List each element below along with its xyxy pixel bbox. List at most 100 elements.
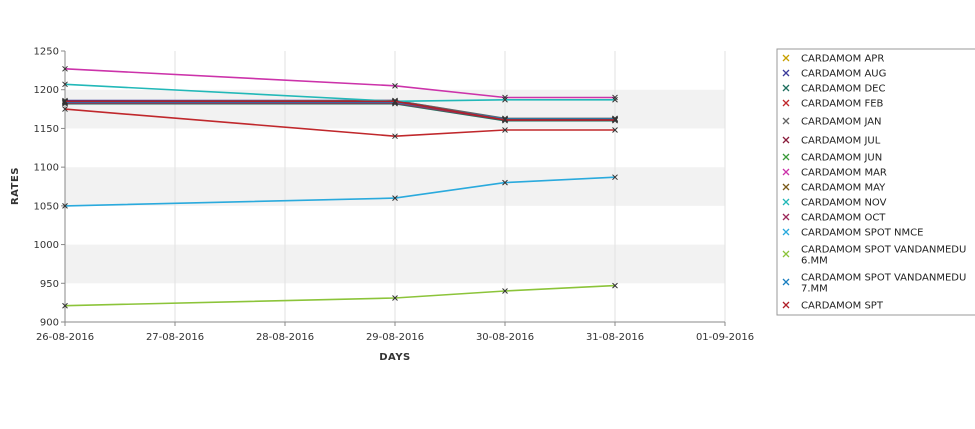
x-tick-label: 01-09-2016: [696, 332, 754, 343]
series-line: [64, 68, 615, 99]
x-tick-label: 28-08-2016: [256, 332, 314, 343]
y-tick-label: 1100: [34, 163, 59, 174]
legend-marker: [782, 183, 790, 191]
legend-marker: [782, 228, 790, 236]
legend-label: CARDAMOM APR: [801, 54, 884, 65]
data-point: [392, 295, 398, 301]
data-point: [612, 127, 618, 133]
data-point: [612, 117, 618, 123]
legend-label: CARDAMOM SPOT VANDANMEDU 7.MM: [801, 273, 966, 295]
data-point: [612, 282, 618, 289]
data-point: [612, 174, 618, 181]
legend-marker: [782, 117, 790, 125]
legend-item: CARDAMOM SPOT VANDANMEDU 6.MM: [782, 245, 966, 267]
y-tick-label: 950: [40, 279, 59, 290]
legend-item: CARDAMOM AUG: [782, 69, 886, 80]
x-tick-labels: 26-08-2016 27-08-2016 28-08-2016 29-08-2016…: [36, 322, 754, 343]
y-tick-label: 900: [40, 318, 59, 329]
series: [62, 106, 618, 140]
y-tick-label: 1200: [34, 85, 59, 96]
legend-label: CARDAMOM MAR: [801, 168, 887, 179]
legend-label: CARDAMOM AUG: [801, 69, 886, 80]
x-tick-label: 26-08-2016: [36, 332, 94, 343]
legend-item: CARDAMOM OCT: [782, 213, 886, 224]
legend-item: CARDAMOM JUN: [782, 153, 882, 164]
data-point: [502, 127, 508, 133]
series-line: [64, 108, 615, 138]
series-line: [64, 176, 616, 207]
x-axis-title: DAYS: [379, 352, 411, 363]
legend-marker: [782, 153, 790, 161]
legend-label: CARDAMOM SPOT NMCE: [801, 228, 923, 239]
legend-item: CARDAMOM NOV: [782, 198, 887, 209]
legend-marker: [782, 99, 790, 107]
legend-marker: [782, 250, 790, 258]
data-point: [62, 81, 68, 88]
y-tick-label: 1250: [34, 47, 59, 58]
legend-label: CARDAMOM SPT: [801, 301, 884, 312]
data-point: [392, 133, 398, 140]
data-point: [392, 82, 398, 89]
y-tick-labels: 900 950 1000 1050 1100 1150 1200 1250: [34, 47, 65, 329]
legend-box: [776, 48, 975, 316]
legend-label: CARDAMOM MAY: [801, 183, 886, 194]
legend-item: CARDAMOM APR: [782, 54, 884, 65]
legend-marker: [782, 198, 790, 206]
legend-label: CARDAMOM NOV: [801, 198, 887, 209]
legend-marker: [782, 69, 790, 77]
legend-label: CARDAMOM OCT: [801, 213, 886, 224]
x-tick-label: 31-08-2016: [586, 332, 644, 343]
legend-label: CARDAMOM DEC: [801, 84, 885, 95]
legend-marker: [782, 301, 790, 309]
data-point: [502, 96, 508, 103]
series-line: [64, 284, 616, 307]
series-line: [64, 83, 615, 103]
legend-label: CARDAMOM SPOT VANDANMEDU 6.MM: [801, 245, 966, 267]
legend-label: CARDAMOM JUN: [801, 153, 882, 164]
y-tick-label: 1150: [34, 124, 59, 135]
x-tick-label: 29-08-2016: [366, 332, 424, 343]
legend-item: CARDAMOM MAR: [782, 168, 887, 179]
legend-marker: [782, 136, 790, 144]
legend-item: CARDAMOM JUL: [782, 136, 881, 147]
y-axis-title: RATES: [10, 167, 21, 205]
data-point: [502, 288, 508, 294]
x-tick-label: 30-08-2016: [476, 332, 534, 343]
legend: CARDAMOM APR CARDAMOM AUG CARDAMOM DEC CARD…: [776, 48, 975, 316]
legend-item: CARDAMOM FEB: [782, 99, 884, 110]
data-point: [62, 106, 68, 112]
legend-marker: [782, 84, 790, 92]
data-point: [62, 99, 68, 105]
legend-marker: [782, 168, 790, 176]
series: [62, 282, 618, 309]
y-tick-label: 1000: [34, 240, 59, 251]
legend-item: CARDAMOM SPT: [782, 301, 884, 312]
data-point: [502, 117, 508, 123]
series: [62, 174, 618, 209]
legend-marker: [782, 54, 790, 62]
legend-marker: [782, 278, 790, 286]
series-lines: [62, 65, 618, 309]
data-point: [62, 65, 68, 72]
legend-item: CARDAMOM DEC: [782, 84, 885, 95]
legend-marker: [782, 213, 790, 221]
data-point: [392, 98, 398, 105]
legend-label: CARDAMOM JUL: [801, 136, 881, 147]
data-point: [62, 98, 68, 105]
data-point: [62, 302, 68, 309]
legend-label: CARDAMOM FEB: [801, 99, 884, 110]
data-point: [612, 96, 618, 103]
series-line: [65, 100, 615, 121]
legend-item: CARDAMOM SPOT VANDANMEDU 7.MM: [782, 273, 966, 295]
data-point: [62, 203, 68, 209]
legend-item: CARDAMOM SPOT NMCE: [782, 228, 923, 239]
x-tick-label: 27-08-2016: [146, 332, 204, 343]
legend-item: CARDAMOM MAY: [782, 183, 886, 194]
legend-label: CARDAMOM JAN: [801, 117, 882, 128]
y-tick-label: 1050: [34, 201, 59, 212]
legend-item: CARDAMOM JAN: [782, 117, 882, 128]
series: [62, 98, 618, 123]
data-point: [502, 179, 508, 186]
series: [62, 65, 618, 101]
